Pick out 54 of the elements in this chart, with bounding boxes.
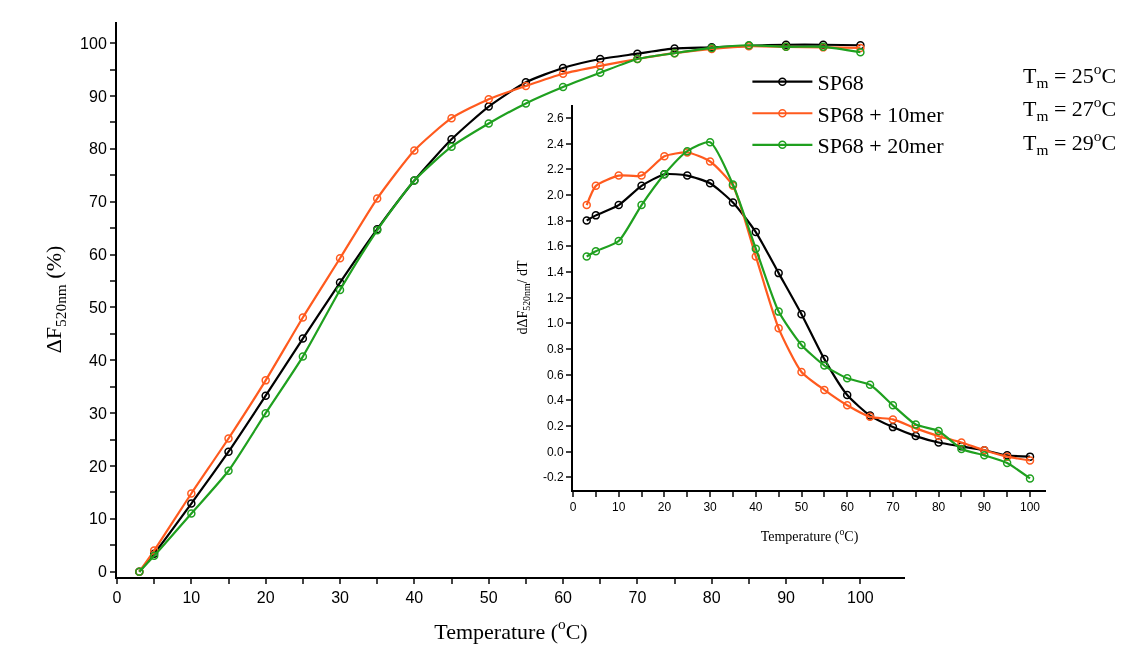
y-tick-label: -0.2 [542,470,564,485]
x-tick-label: 40 [405,589,424,607]
y-tick-label: 60 [89,246,107,264]
annotation: T$_{m}$ = 27$^{o}$C [1023,93,1117,124]
x-tick-label: 90 [977,500,992,515]
x-tick-label: 20 [657,500,672,515]
y-tick-label: 0.6 [546,367,564,382]
y-tick-label: 2.0 [546,188,564,203]
x-tick-label: 0 [569,500,577,515]
x-tick-label: 40 [749,500,763,515]
y-tick-label: 70 [89,193,107,211]
x-tick-label: 50 [479,589,498,607]
y-tick-label: 20 [89,457,107,475]
y-tick-label: 2.4 [546,136,564,151]
y-tick-label: 1.0 [546,316,564,331]
legend-label: SP68 + 10mer [817,101,945,127]
x-tick-label: 100 [1019,500,1041,515]
legend-label: SP68 [817,70,864,96]
x-tick-label: 80 [702,589,721,607]
x-tick-label: 70 [628,589,647,607]
x-axis-title: Temperature ($^{o}$C) [760,526,859,546]
legend-label: SP68 + 20mer [817,133,945,159]
x-tick-label: 70 [886,500,900,515]
x-tick-label: 10 [612,500,626,515]
y-tick-label: 0 [97,563,107,581]
x-tick-label: 80 [931,500,946,515]
y-tick-label: 50 [89,299,107,317]
y-tick-label: 80 [89,140,107,158]
x-tick-label: 30 [703,500,718,515]
x-tick-label: 50 [794,500,809,515]
y-tick-label: 90 [89,87,107,105]
x-tick-label: 60 [840,500,855,515]
y-tick-label: 1.4 [546,265,564,280]
y-tick-label: 0.2 [546,419,564,434]
y-tick-label: 30 [89,404,107,422]
y-tick-label: 2.2 [546,162,564,177]
x-tick-label: 0 [112,589,122,607]
x-tick-label: 10 [182,589,201,607]
x-tick-label: 20 [256,589,275,607]
y-tick-label: 0.4 [546,393,564,408]
text: T$_{m}$ = 25$^{o}$C [1023,60,1117,91]
x-tick-label: 100 [847,589,874,607]
y-tick-label: 1.2 [546,290,564,305]
y-tick-label: 0.8 [546,342,564,357]
y-tick-label: 2.6 [546,111,564,126]
x-tick-label: 90 [777,589,796,607]
x-tick-label: 30 [331,589,350,607]
y-tick-label: 40 [89,351,107,369]
y-tick-label: 0.0 [546,444,564,459]
annotation: T$_{m}$ = 29$^{o}$C [1023,127,1117,158]
y-tick-label: 1.6 [546,239,564,254]
x-axis-title: Temperature ($^{o}$C) [434,615,588,644]
y-tick-label: 100 [80,34,107,52]
y-tick-label: 1.8 [546,213,564,228]
